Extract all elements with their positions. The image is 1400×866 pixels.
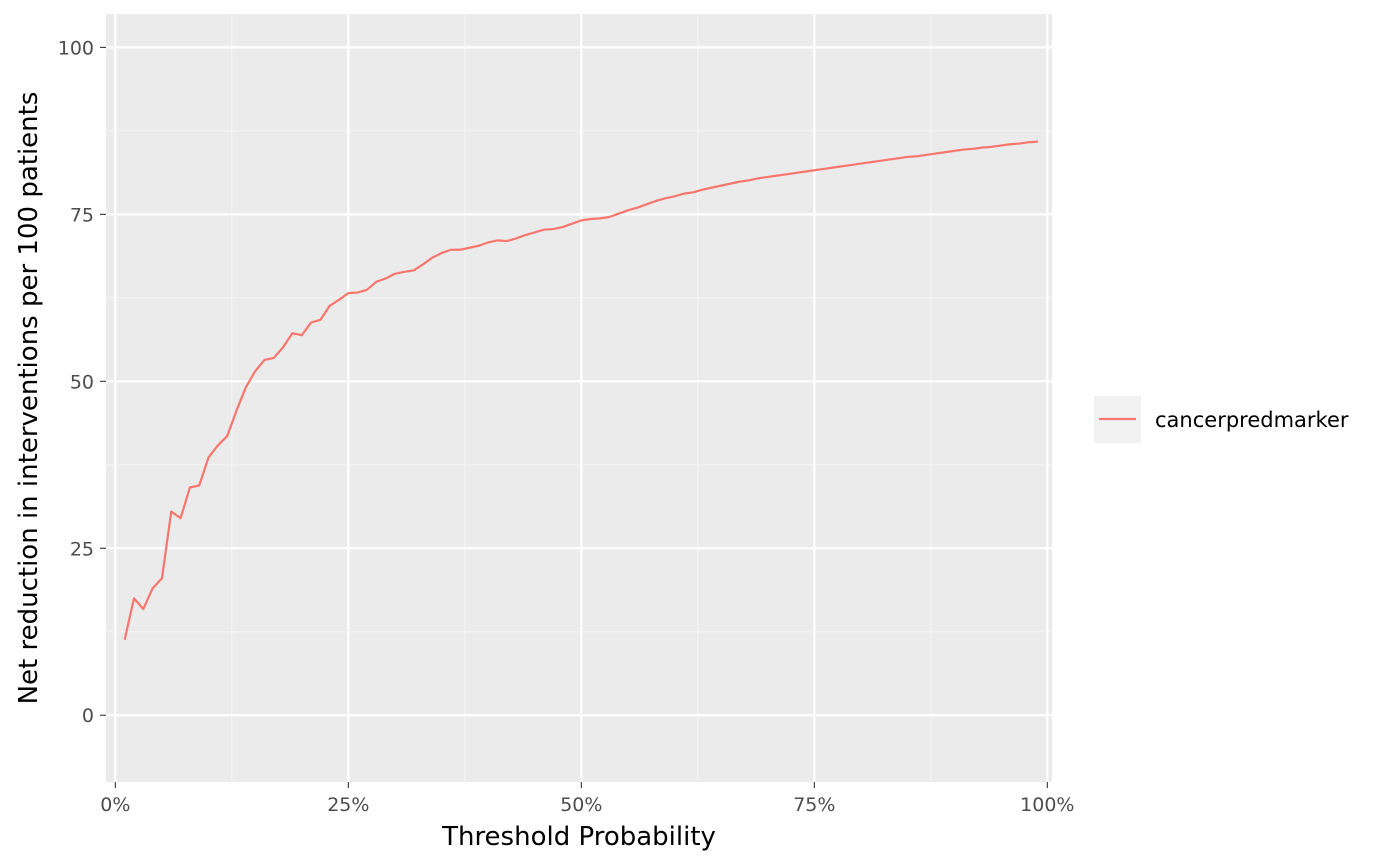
legend: cancerpredmarker: [1094, 396, 1349, 443]
y-tick-label: 75: [70, 204, 94, 226]
major-grid: [106, 14, 1052, 782]
y-axis-title: Net reduction in interventions per 100 p…: [14, 92, 44, 705]
x-tick-label: 50%: [560, 794, 602, 816]
x-axis-title: Threshold Probability: [441, 822, 716, 852]
y-axis: 0 25 50 75 100: [58, 37, 106, 727]
x-tick-label: 75%: [793, 794, 835, 816]
legend-label: cancerpredmarker: [1155, 408, 1349, 432]
x-axis: 0% 25% 50% 75% 100%: [100, 782, 1075, 816]
series-line-cancerpredmarker: [123, 140, 1039, 640]
x-tick-label: 100%: [1020, 794, 1074, 816]
plot-panel: [106, 14, 1052, 782]
series-layer: [123, 140, 1039, 640]
minor-grid: [106, 14, 1052, 782]
x-tick-label: 0%: [100, 794, 130, 816]
y-tick-label: 25: [70, 538, 94, 560]
y-tick-label: 50: [70, 371, 94, 393]
y-tick-label: 0: [82, 705, 94, 727]
x-tick-label: 25%: [327, 794, 369, 816]
y-tick-label: 100: [58, 37, 94, 59]
